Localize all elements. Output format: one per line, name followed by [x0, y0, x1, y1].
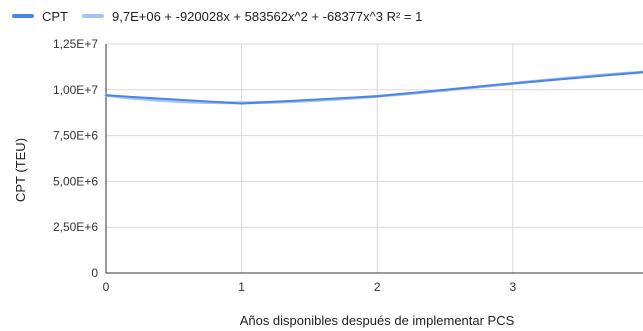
legend-swatch-trendline [82, 14, 104, 18]
legend: CPT 9,7E+06 + -920028x + 583562x^2 + -68… [12, 8, 436, 24]
y-tick-label: 1,25E+7 [53, 37, 98, 51]
series [104, 70, 643, 105]
x-tick-label: 2 [374, 280, 381, 294]
x-tick-label: 0 [103, 280, 110, 294]
legend-swatch-cpt [12, 14, 34, 18]
trendline-series[interactable] [104, 70, 643, 105]
axes [105, 44, 643, 274]
legend-label-trendline: 9,7E+06 + -920028x + 583562x^2 + -68377x… [112, 8, 423, 24]
y-tick-label: 2,50E+6 [53, 220, 98, 234]
legend-item-trendline[interactable]: 9,7E+06 + -920028x + 583562x^2 + -68377x… [82, 9, 422, 24]
y-tick-label: 0 [91, 266, 98, 280]
y-tick-label: 7,50E+6 [53, 129, 98, 143]
legend-label-cpt: CPT [42, 8, 68, 24]
y-tick-label: 1,00E+7 [53, 83, 98, 97]
x-tick-label: 3 [509, 280, 516, 294]
y-tick-label: 5,00E+6 [53, 174, 98, 188]
tick-labels: 0 2,50E+6 5,00E+6 7,50E+6 1,00E+7 1,25E+7 0 1 2 3 [53, 37, 517, 294]
x-tick-label: 1 [238, 280, 245, 294]
cpt-series-line[interactable] [105, 71, 643, 105]
y-axis-title: CPT (TEU) [13, 138, 28, 202]
legend-item-cpt[interactable]: CPT [12, 9, 68, 24]
x-axis-title: Años disponibles después de implementar … [240, 313, 515, 328]
